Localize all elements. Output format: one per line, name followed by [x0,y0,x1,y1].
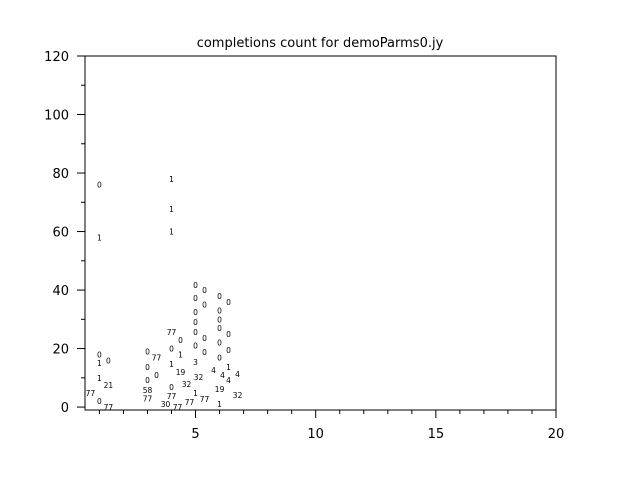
point-label: 32 [233,391,243,400]
point-label: 0 [145,363,150,372]
point-label: 32 [194,373,204,382]
point-label: 0 [193,342,198,351]
point-label: 30 [161,400,171,409]
point-label: 1 [97,233,102,242]
point-label: 0 [106,356,111,365]
point-label: 19 [215,385,225,394]
point-label: 0 [202,301,207,310]
point-label: 0 [97,181,102,190]
point-label: 0 [193,294,198,303]
point-label: 3 [193,358,198,367]
y-tick-label: 80 [52,167,69,182]
point-label: 0 [202,348,207,357]
y-tick-label: 20 [52,343,69,358]
point-label: 77 [86,389,96,398]
point-label: 0 [226,298,231,307]
point-label: 0 [193,328,198,337]
point-label: 4 [226,376,231,385]
point-label: 77 [104,403,114,412]
point-label: 4 [220,371,225,380]
point-label: 0 [145,347,150,356]
point-labels: 0100112177077077000587730111770011193207… [86,175,243,412]
y-tick-label: 60 [52,226,69,241]
point-label: 1 [169,205,174,214]
y-tick-label: 40 [52,284,69,299]
point-label: 77 [143,394,153,403]
point-label: 0 [202,286,207,295]
point-label: 1 [193,389,198,398]
point-label: 0 [217,307,222,316]
point-label: 1 [178,350,183,359]
point-label: 77 [185,398,195,407]
point-label: 0 [97,397,102,406]
point-label: 0 [226,330,231,339]
point-label: 32 [182,380,192,389]
point-label: 77 [200,395,210,404]
point-label: 19 [176,368,186,377]
point-label: 77 [167,328,177,337]
plot-frame [84,55,557,411]
point-label: 0 [193,318,198,327]
point-label: 1 [169,360,174,369]
point-label: 0 [217,315,222,324]
point-label: 0 [169,383,174,392]
point-label: 0 [193,308,198,317]
chart-title: completions count for demoParms0.jy [197,36,444,51]
point-label: 0 [226,346,231,355]
y-tick-label: 120 [44,50,69,65]
point-label: 0 [97,350,102,359]
point-label: 77 [152,353,162,362]
point-label: 0 [217,324,222,333]
x-tick-label: 10 [307,427,324,442]
point-label: 1 [169,175,174,184]
point-label: 4 [211,366,216,375]
point-label: 58 [143,386,153,395]
x-tick-label: 20 [548,427,565,442]
y-tick-label: 100 [44,109,69,124]
point-label: 1 [169,228,174,237]
point-label: 0 [217,339,222,348]
point-label: 0 [217,353,222,362]
point-label: 0 [202,334,207,343]
point-label: 77 [173,403,183,412]
point-label: 21 [104,381,114,390]
y-tick-label: 0 [61,401,69,416]
point-label: 0 [178,336,183,345]
point-label: 1 [97,359,102,368]
point-label: 0 [154,371,159,380]
x-tick-label: 15 [428,427,445,442]
point-label: 4 [235,370,240,379]
point-label: 1 [217,400,222,409]
point-label: 77 [167,392,177,401]
point-label: 1 [226,363,231,372]
point-label: 0 [145,376,150,385]
point-label: 0 [169,345,174,354]
x-tick-label: 5 [191,427,199,442]
point-label: 1 [97,374,102,383]
point-label: 0 [193,281,198,290]
point-label: 0 [217,292,222,301]
